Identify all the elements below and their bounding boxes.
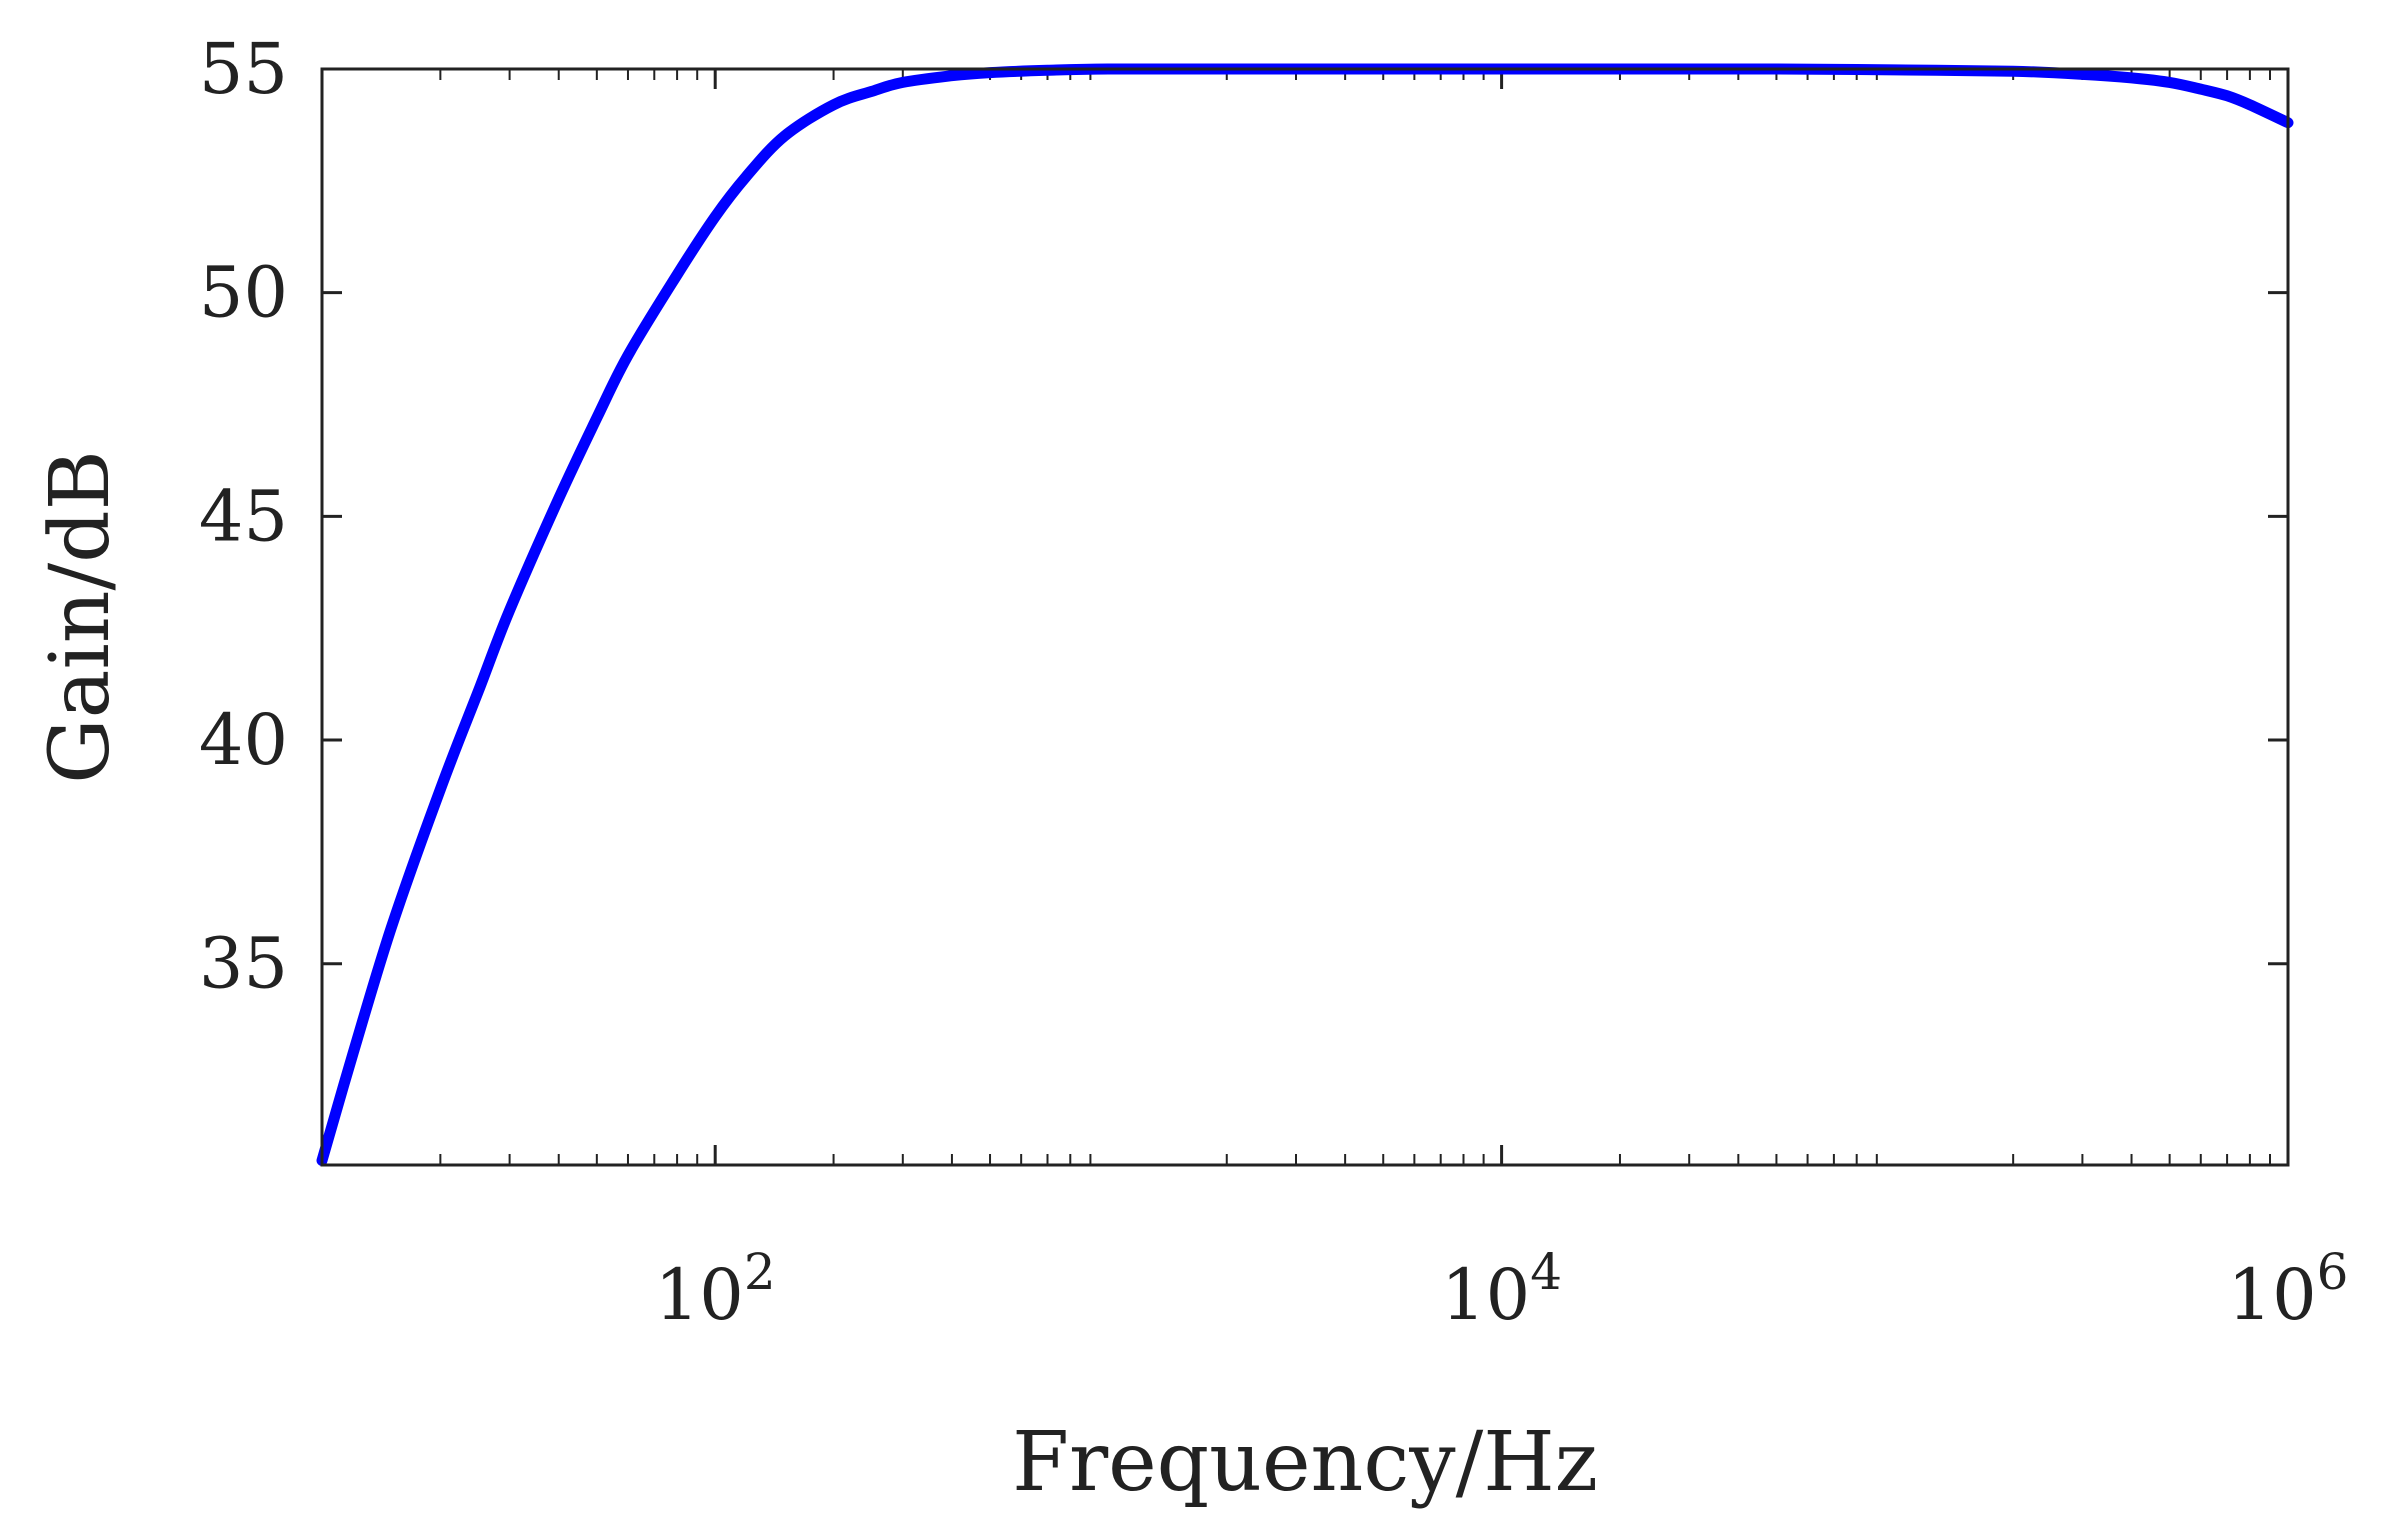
y-tick-labels: 35 40 45 50 55 [199, 28, 288, 1005]
x-tick-label: 102 [655, 1243, 776, 1336]
x-tick-label: 104 [1441, 1243, 1562, 1336]
x-axis-title: Frequency/Hz [1012, 1415, 1598, 1510]
y-axis-title: Gain/dB [33, 450, 128, 784]
gain-curve [316, 63, 2294, 1166]
x-tick-labels: 102 104 106 [655, 1243, 2349, 1336]
series-layer [316, 63, 2294, 1166]
minor-ticks [439, 69, 2272, 1165]
y-tick-label: 40 [199, 699, 288, 781]
major-ticks [322, 67, 2290, 1165]
plot-frame [320, 67, 2290, 1167]
y-tick-label: 35 [199, 923, 288, 1005]
x-tick-label: 106 [2228, 1243, 2349, 1336]
y-tick-label: 50 [199, 252, 288, 334]
y-tick-label: 55 [199, 28, 288, 110]
y-tick-label: 45 [199, 475, 288, 557]
